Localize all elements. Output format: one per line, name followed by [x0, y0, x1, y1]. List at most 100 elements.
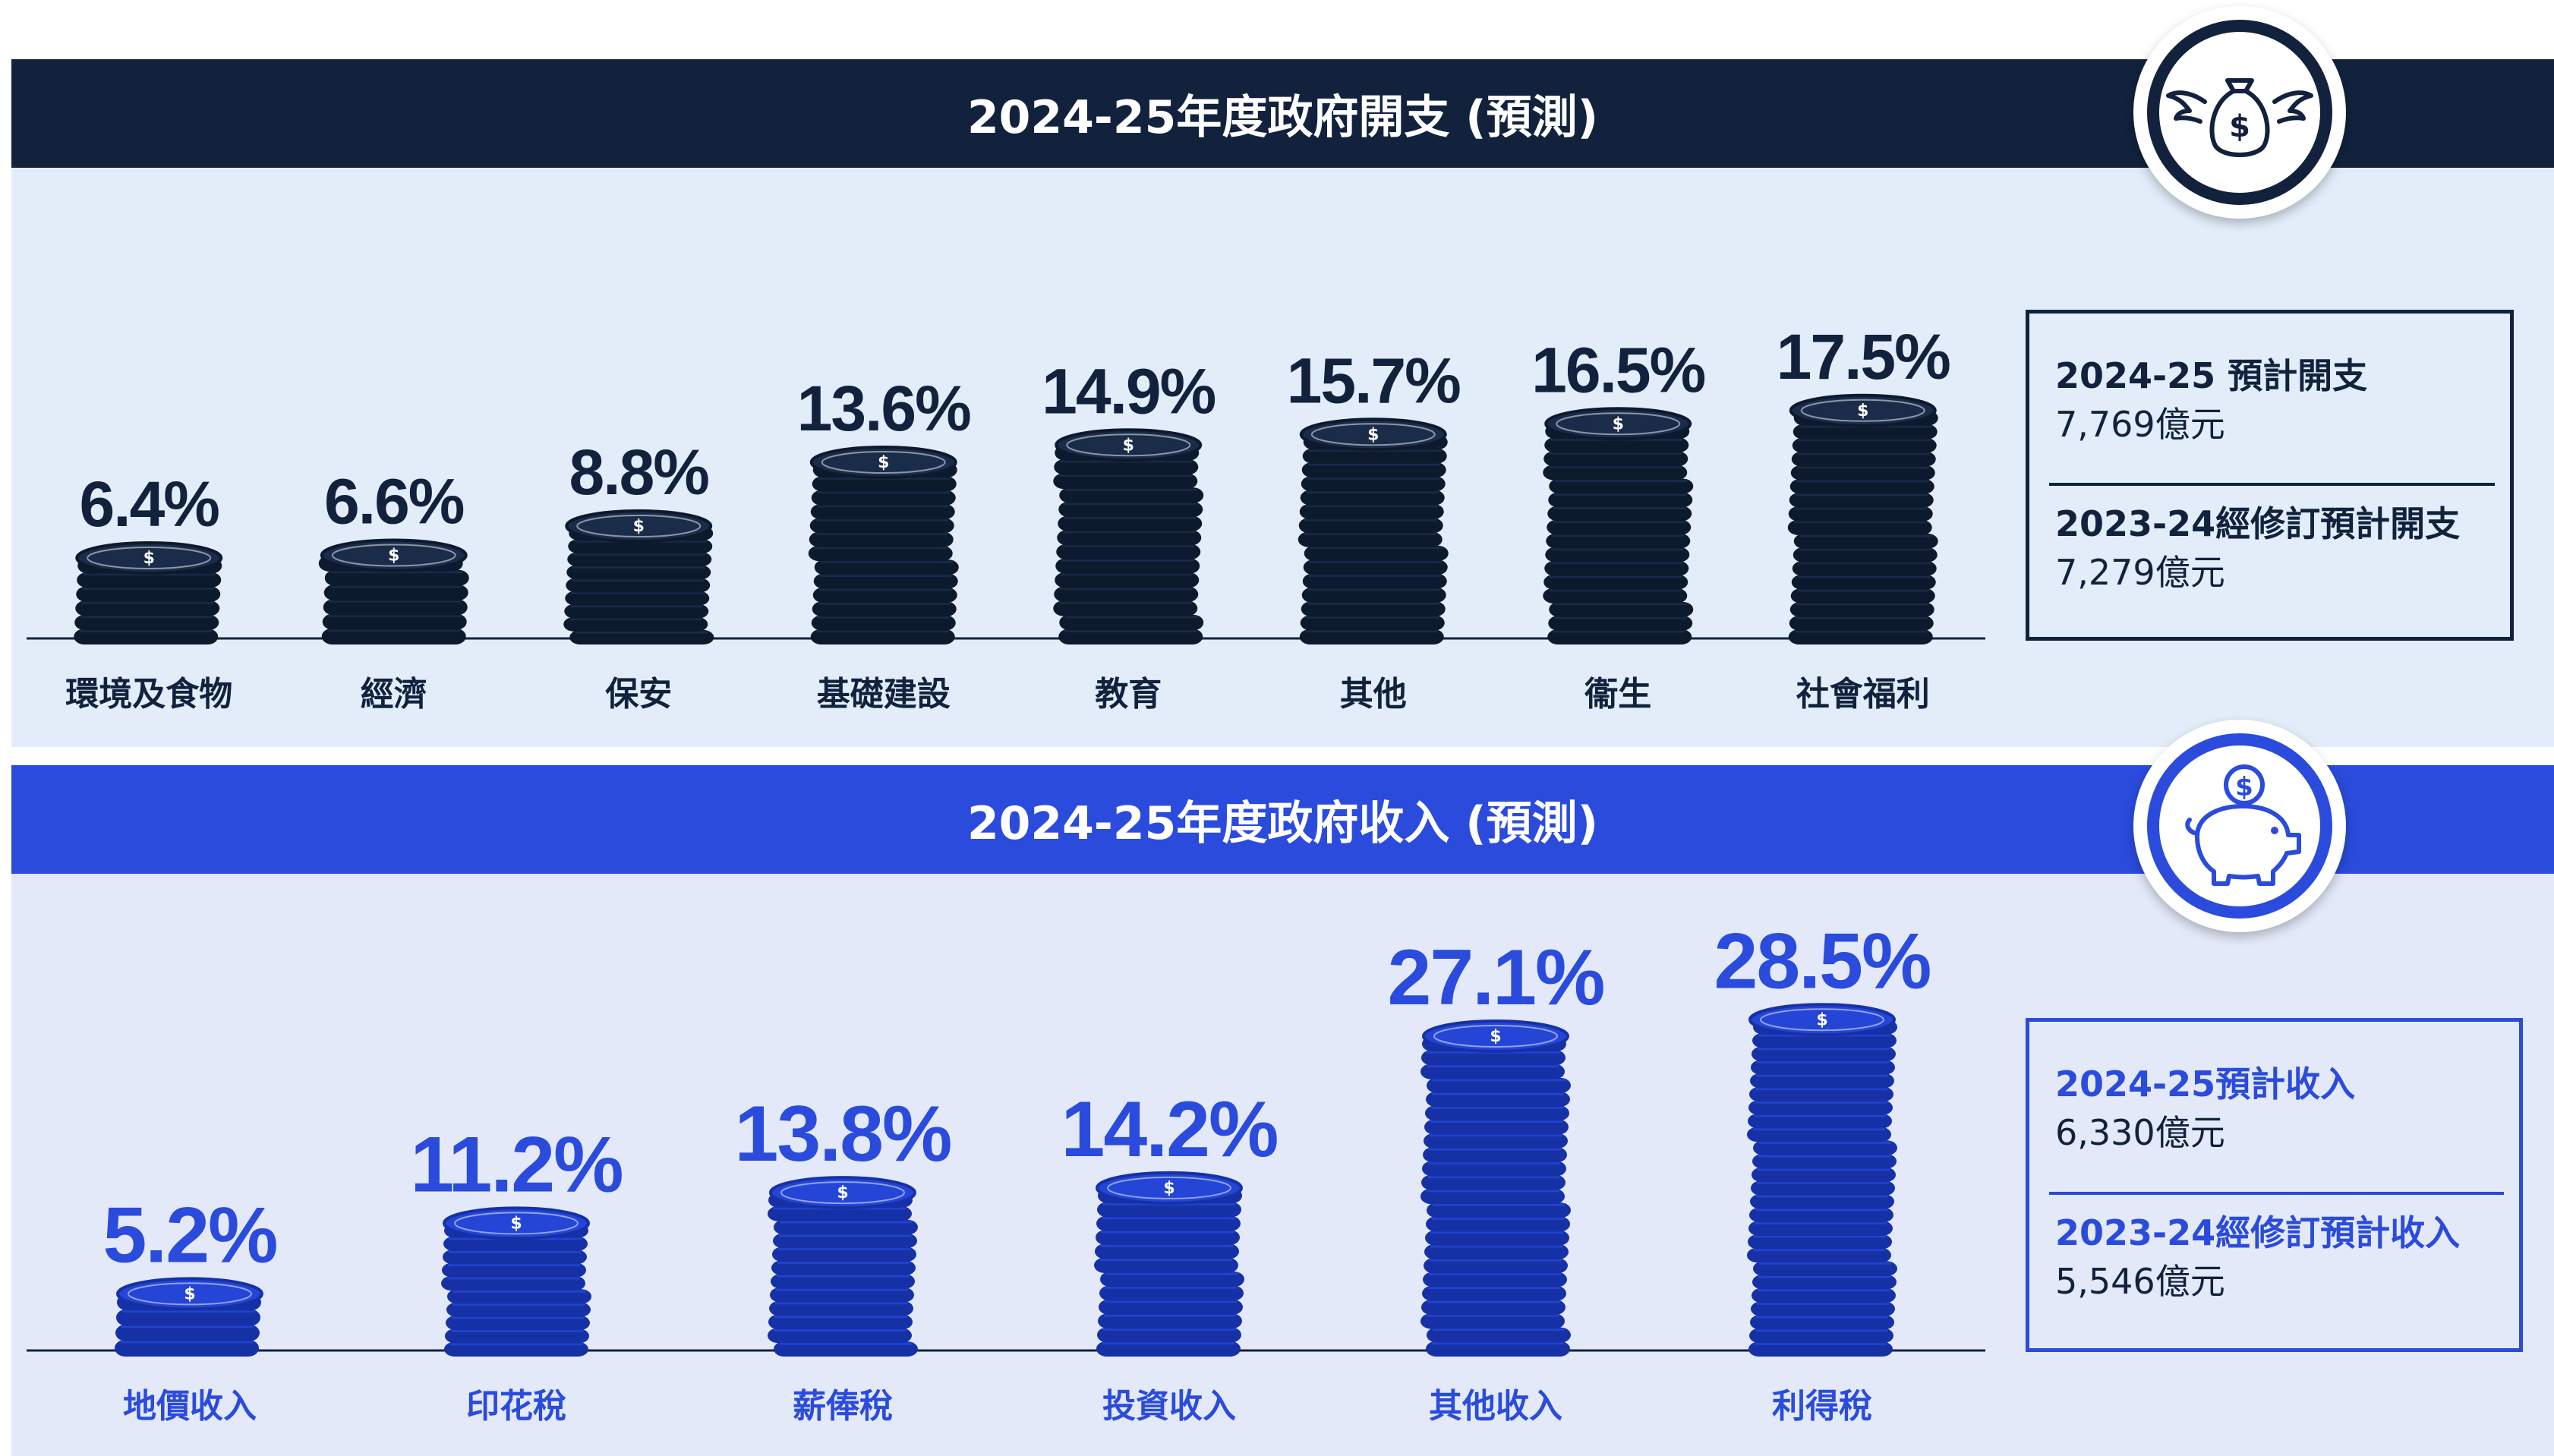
expenditure-value-label: 6.6% [324, 466, 464, 537]
expenditure-coin [1301, 587, 1446, 604]
revenue-coin [768, 1205, 912, 1221]
expenditure-coin [1300, 615, 1445, 631]
expenditure-coin [1543, 588, 1688, 604]
revenue-category-label: 利得稅 [1772, 1387, 1872, 1426]
expenditure-coin-dollar-icon: $ [1857, 402, 1868, 421]
revenue-coin [1426, 1341, 1570, 1357]
revenue-value-label: 28.5% [1714, 917, 1931, 1005]
revenue-coin [1098, 1313, 1242, 1329]
expenditure-current-value: 7,769億元 [2055, 404, 2225, 445]
expenditure-coin-top [1789, 393, 1937, 427]
expenditure-coin [569, 629, 714, 644]
revenue-coin [1749, 1207, 1893, 1223]
expenditure-coin [1303, 559, 1448, 575]
revenue-coin [772, 1246, 916, 1262]
revenue-coin-dollar-icon: $ [837, 1183, 848, 1202]
expenditure-value-label: 16.5% [1531, 334, 1704, 405]
expenditure-coin [1301, 462, 1446, 478]
expenditure-value-label: 6.4% [80, 468, 219, 540]
revenue-coin [773, 1233, 917, 1249]
expenditure-coin-dollar-icon: $ [1613, 414, 1624, 433]
expenditure-coin [323, 585, 468, 601]
expenditure-coin [1789, 478, 1934, 494]
revenue-coin-top [443, 1206, 590, 1240]
revenue-coin [1099, 1299, 1243, 1315]
revenue-coin-dollar-icon: $ [1490, 1027, 1501, 1046]
expenditure-coin [811, 615, 956, 631]
revenue-coin [1421, 1050, 1566, 1066]
revenue-value-label: 5.2% [102, 1191, 276, 1279]
revenue-coin [1752, 1153, 1897, 1169]
expenditure-coin [1789, 492, 1934, 508]
expenditure-coin-dollar-icon: $ [143, 549, 155, 568]
expenditure-chart: $6.4% 環境及食物 $6.6% 經濟 $8.8% 保安 $13.6% 基礎建設 $14.9%… [27, 321, 1985, 714]
revenue-coin [771, 1260, 916, 1276]
expenditure-coin-top [1544, 407, 1692, 441]
expenditure-coin [808, 545, 953, 562]
revenue-chart: $5.2% 地價收入 $11.2% 印花稅 $13.8% 薪俸稅 $14.2% 投資收入 $27… [27, 917, 1985, 1426]
expenditure-coin [812, 587, 957, 604]
revenue-coin [1752, 1287, 1896, 1303]
expenditure-coin [75, 600, 220, 616]
expenditure-coin-top [1299, 418, 1447, 452]
revenue-coin [1425, 1230, 1569, 1246]
expenditure-coin [1792, 437, 1937, 453]
revenue-coin-top [1422, 1019, 1569, 1053]
revenue-coin [1750, 1073, 1894, 1089]
expenditure-coin [1055, 572, 1200, 588]
expenditure-coin [1297, 531, 1443, 547]
revenue-coin [1422, 1285, 1566, 1301]
expenditure-coin [1302, 573, 1447, 589]
expenditure-coin [809, 531, 954, 547]
expenditure-coin [1790, 465, 1935, 481]
revenue-coin [1427, 1202, 1571, 1218]
expenditure-bar: $ [1297, 418, 1449, 644]
expenditure-category-label: 保安 [605, 675, 672, 714]
expenditure-category-label: 教育 [1095, 675, 1162, 714]
expenditure-coin-dollar-icon: $ [633, 517, 645, 536]
revenue-coin [115, 1339, 259, 1357]
revenue-coin [1748, 1221, 1893, 1236]
revenue-coin [768, 1328, 912, 1344]
revenue-coin [1095, 1243, 1239, 1259]
expenditure-bar: $ [1543, 407, 1694, 644]
revenue-coin [1421, 1299, 1566, 1316]
revenue-coin [446, 1302, 591, 1317]
expenditure-coin [324, 569, 469, 586]
expenditure-coin [1300, 490, 1445, 506]
revenue-coin [444, 1341, 588, 1357]
revenue-coin [1097, 1202, 1241, 1218]
expenditure-coin [1053, 600, 1198, 616]
expenditure-coin [1792, 560, 1937, 576]
expenditure-coin [1793, 547, 1938, 563]
expenditure-coin [321, 628, 466, 644]
expenditure-coin [1791, 574, 1936, 590]
revenue-coin [1748, 1113, 1892, 1129]
revenue-badge: $ [2133, 720, 2346, 932]
expenditure-coin [1299, 503, 1444, 520]
expenditure-coin [1789, 601, 1934, 617]
expenditure-value-label: 8.8% [569, 436, 709, 508]
revenue-coin [1096, 1229, 1240, 1246]
expenditure-bar: $ [1053, 428, 1204, 644]
revenue-coin [445, 1328, 589, 1344]
revenue-coin-dollar-icon: $ [184, 1284, 195, 1303]
revenue-coin [1427, 1077, 1571, 1094]
expenditure-value-label: 15.7% [1287, 345, 1460, 416]
revenue-coin [1424, 1243, 1569, 1260]
expenditure-value-label: 13.6% [797, 373, 970, 444]
revenue-coin [1099, 1285, 1244, 1301]
revenue-coin-top [1748, 1003, 1896, 1037]
expenditure-category-label: 衞生 [1584, 675, 1651, 714]
expenditure-coin [1545, 547, 1690, 563]
revenue-coin [1752, 1032, 1897, 1048]
piggy-bank-dollar-icon: $ [2185, 764, 2301, 886]
expenditure-coin [323, 599, 468, 616]
revenue-coin [770, 1287, 914, 1303]
revenue-coin [1747, 1247, 1891, 1263]
expenditure-legend-divider [2049, 483, 2495, 486]
revenue-coin [1749, 1086, 1893, 1102]
expenditure-coin [74, 614, 219, 631]
revenue-section: 2024-25年度政府收入 (預測) $5.2% 地價收入 $11.2% 印花稅 $13… [11, 765, 2554, 1456]
revenue-coin [1424, 1258, 1568, 1274]
